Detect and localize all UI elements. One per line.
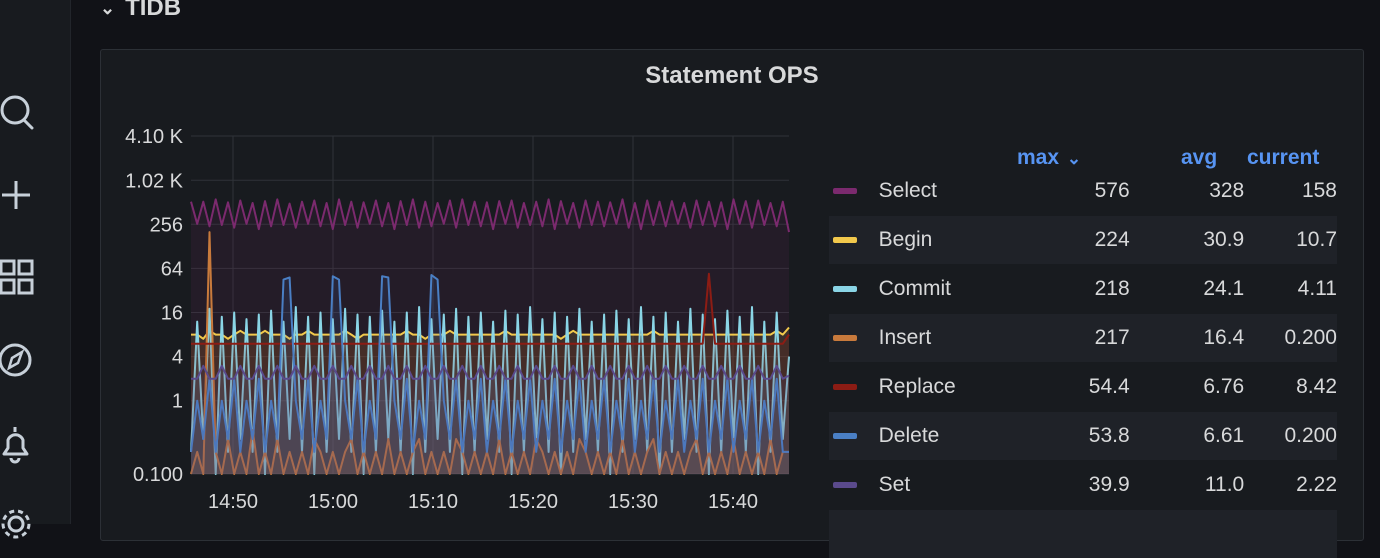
series-color-swatch[interactable]	[833, 188, 857, 194]
row-title: TIDB	[125, 0, 182, 21]
alerting-icon[interactable]	[0, 424, 34, 464]
series-color-swatch[interactable]	[833, 335, 857, 341]
legend-row-set[interactable]: Set 39.9 11.0 2.22	[829, 461, 1337, 509]
legend-row-next[interactable]	[829, 510, 1337, 558]
series-line-select[interactable]	[190, 198, 790, 233]
series-area-begin	[191, 327, 789, 474]
x-tick-label: 14:50	[208, 491, 258, 513]
legend-header-current[interactable]: current	[1247, 146, 1320, 169]
legend-header-max[interactable]: max ⌄	[1017, 146, 1082, 169]
gear-icon[interactable]	[0, 506, 34, 546]
series-max: 54.4	[1088, 375, 1130, 398]
series-current: 4.11	[1297, 277, 1337, 300]
series-max: 576	[1094, 179, 1130, 202]
series-line-insert[interactable]	[190, 231, 789, 475]
series-name[interactable]: Set	[878, 473, 911, 496]
series-name[interactable]: Insert	[878, 326, 932, 349]
series-current: 2.22	[1296, 473, 1337, 496]
series-color-swatch[interactable]	[833, 482, 857, 488]
legend-row-delete[interactable]: Delete 53.8 6.61 0.200	[829, 412, 1337, 460]
sidebar	[0, 0, 71, 539]
series-avg: 6.76	[1203, 375, 1245, 398]
series-name[interactable]: Delete	[878, 424, 940, 447]
series-current: 10.7	[1296, 228, 1337, 251]
legend-row-replace[interactable]: Replace 54.4 6.76 8.42	[829, 363, 1337, 411]
y-tick-label: 64	[161, 258, 183, 280]
statement-ops-panel: Statement OPS 4.10 K 1.02 K 256 64 16 4 1 0.100…	[100, 49, 1364, 558]
x-tick-label: 15:40	[708, 491, 758, 513]
explore-icon[interactable]	[0, 340, 34, 380]
series-line-commit[interactable]	[190, 306, 790, 475]
legend-header-avg[interactable]: avg	[1181, 146, 1218, 169]
sort-descending-icon: ⌄	[1066, 149, 1082, 168]
series-name[interactable]: Commit	[878, 277, 951, 300]
legend-row-commit[interactable]: Commit 218 24.1 4.11	[829, 265, 1337, 313]
x-tick-label: 15:00	[308, 491, 358, 513]
series-avg: 6.61	[1203, 424, 1245, 447]
series-current: 0.200	[1284, 424, 1337, 447]
series-max: 217	[1094, 326, 1130, 349]
y-tick-label: 4.10 K	[125, 126, 183, 148]
legend-row-begin[interactable]: Begin 224 30.9 10.7	[829, 216, 1337, 264]
series-current: 158	[1301, 179, 1337, 202]
series-color-swatch[interactable]	[833, 286, 857, 292]
series-line-set[interactable]	[191, 364, 790, 380]
series-color-swatch[interactable]	[833, 384, 857, 390]
legend-row-insert[interactable]: Insert 217 16.4 0.200	[829, 314, 1337, 362]
y-tick-label: 256	[150, 214, 183, 236]
y-tick-label: 1.02 K	[125, 170, 183, 192]
series-max: 224	[1094, 228, 1130, 251]
series-line-delete[interactable]	[190, 274, 789, 453]
series-area-set	[191, 365, 789, 474]
plus-icon[interactable]	[0, 175, 34, 215]
y-tick-label: 1	[172, 391, 183, 413]
series-area-replace	[191, 273, 789, 474]
x-tick-label: 15:20	[508, 491, 558, 513]
y-tick-label: 16	[161, 302, 183, 324]
chevron-down-icon[interactable]: ⌄	[100, 0, 116, 18]
series-current: 0.200	[1284, 326, 1337, 349]
row-header[interactable]: ⌄ TIDB	[100, 0, 181, 24]
series-line-replace[interactable]	[191, 272, 790, 345]
panel-title[interactable]: Statement OPS	[645, 62, 819, 89]
series-color-swatch[interactable]	[833, 433, 857, 439]
series-avg: 30.9	[1203, 228, 1245, 251]
series-name[interactable]: Select	[878, 179, 938, 202]
series-max: 39.9	[1088, 473, 1130, 496]
series-avg: 16.4	[1203, 326, 1245, 349]
series-current: 8.42	[1296, 375, 1337, 398]
series-avg: 328	[1209, 179, 1245, 202]
series-max: 218	[1094, 277, 1130, 300]
legend-row-select[interactable]: Select 576 328 158	[829, 167, 1337, 215]
y-tick-label: 0.100	[133, 464, 183, 486]
series-max: 53.8	[1088, 424, 1130, 447]
y-tick-label: 4	[172, 347, 183, 369]
x-tick-label: 15:10	[408, 491, 458, 513]
series-name[interactable]: Begin	[878, 228, 933, 251]
x-tick-label: 15:30	[608, 491, 658, 513]
series-color-swatch[interactable]	[833, 237, 857, 243]
statement-ops-graph[interactable]: 4.10 K 1.02 K 256 64 16 4 1 0.100 14:50 15:00 15:1…	[101, 50, 801, 530]
series-avg: 11.0	[1204, 473, 1245, 496]
series-avg: 24.1	[1203, 277, 1245, 300]
series-name[interactable]: Replace	[878, 375, 956, 398]
search-icon[interactable]	[0, 90, 34, 130]
dashboards-icon[interactable]	[0, 258, 34, 298]
